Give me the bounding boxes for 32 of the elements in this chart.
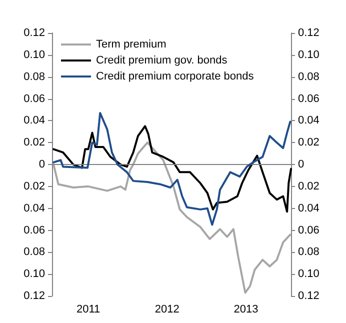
y-tick-label: 0.04 [24,114,45,127]
y-tick-label: 0.10 [24,48,45,61]
legend-label: Term premium [96,38,166,50]
y-tick-label: 0.02 [24,136,45,149]
y-tick-label: 0.12 [24,290,45,302]
y2-tick-label: 0.08 [298,246,320,258]
legend-label: Credit premium corporate bonds [96,70,254,82]
x-tick-label: 2011 [76,304,100,316]
y2-tick-label: 0.04 [298,202,320,214]
y2-tick-label: 0.06 [298,224,320,236]
x-tick-label: 2012 [154,304,180,316]
y2-tick-label: 0.08 [298,70,320,83]
y2-tick-label: 0.04 [298,114,320,127]
y2-tick-label: 0.06 [298,92,320,105]
y2-tick-label: 0.12 [298,290,320,302]
x-tick-label: 2013 [234,304,258,316]
y-tick-label: 0.04 [24,202,45,214]
y-tick-label: 0.06 [24,224,45,236]
y-tick-label: 0 [38,158,45,170]
y2-tick-label: 0 [298,158,304,170]
y-tick-label: 0.02 [24,180,45,192]
y-tick-label: 0.06 [24,92,45,105]
y-tick-label: 0.08 [24,246,45,258]
y-tick-label: 0.08 [24,70,45,83]
y-tick-label: 0.10 [24,268,45,280]
y2-tick-label: 0.10 [298,48,320,61]
y2-tick-label: 0.10 [298,268,320,280]
legend-label: Credit premium gov. bonds [96,54,228,66]
y2-tick-label: 0.02 [298,180,320,192]
y-tick-label: 0.12 [24,27,45,39]
y2-tick-label: 0.02 [298,136,320,149]
y2-tick-label: 0.12 [298,27,320,39]
